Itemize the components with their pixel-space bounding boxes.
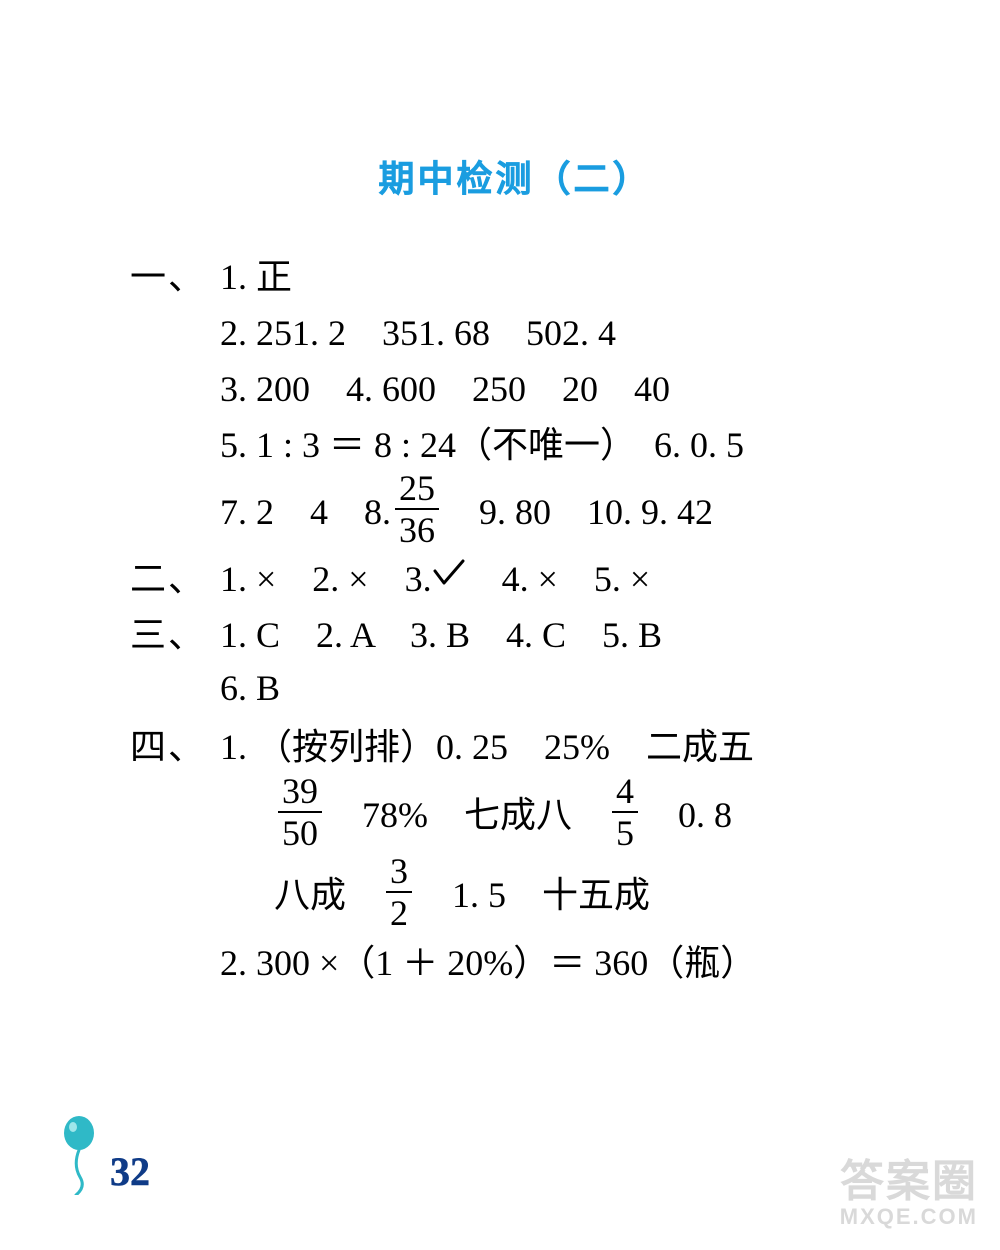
watermark-url: MXQE.COM [840, 1205, 978, 1228]
answer-text: 八成 [274, 866, 382, 918]
answer-text: 6. B [220, 667, 280, 709]
answer-line: 5. 1 : 3 ＝ 8 : 24（不唯一） 6. 0. 5 [130, 414, 900, 470]
answer-line: 三、 1. C 2. A 3. B 4. C 5. B [130, 604, 900, 660]
answer-line: 2. 300 ×（1 ＋ 20%）＝ 360（瓶） [130, 932, 900, 988]
answer-line: 四、 1. （按列排）0. 25 25% 二成五 [130, 716, 900, 772]
page-number: 32 [110, 1148, 150, 1195]
check-icon [432, 555, 466, 597]
fraction: 3 2 [386, 853, 412, 931]
fraction: 25 36 [395, 470, 439, 548]
fraction-numerator: 3 [386, 853, 412, 891]
fraction: 39 50 [278, 773, 322, 851]
answer-text: 1. 正 [220, 248, 292, 300]
answer-line: 6. B [130, 660, 900, 716]
answer-text: 9. 80 10. 9. 42 [443, 483, 713, 535]
section-label-three: 三、 [130, 606, 220, 658]
balloon-icon [58, 1115, 100, 1195]
answer-text: 1. × 2. × 3. [220, 550, 432, 602]
answer-text: 1. C 2. A 3. B 4. C 5. B [220, 606, 662, 658]
answer-text: 3. 200 4. 600 250 20 40 [220, 360, 670, 412]
fraction-denominator: 2 [386, 891, 412, 931]
answer-text: 1. （按列排）0. 25 25% 二成五 [220, 718, 754, 770]
answer-text: 2. 300 ×（1 ＋ 20%）＝ 360（瓶） [220, 934, 756, 986]
watermark-text: 答案圈 [840, 1159, 978, 1205]
answer-text: 0. 8 [642, 786, 732, 838]
answer-text: 2. 251. 2 351. 68 502. 4 [220, 304, 616, 356]
section-label-four: 四、 [130, 718, 220, 770]
fraction-denominator: 50 [278, 811, 322, 851]
fraction-denominator: 36 [395, 508, 439, 548]
answer-line: 39 50 78% 七成八 4 5 0. 8 [130, 772, 900, 852]
answer-text: 1. 5 十五成 [416, 866, 650, 918]
fraction-numerator: 4 [612, 773, 638, 811]
page-title: 期中检测（二） [130, 150, 900, 202]
answer-line: 一、 1. 正 [130, 246, 900, 302]
fraction: 4 5 [612, 773, 638, 851]
answer-line: 八成 3 2 1. 5 十五成 [130, 852, 900, 932]
answer-text: 5. 1 : 3 ＝ 8 : 24（不唯一） 6. 0. 5 [220, 416, 744, 468]
answer-line: 二、 1. × 2. × 3. 4. × 5. × [130, 548, 900, 604]
fraction-numerator: 25 [395, 470, 439, 508]
section-label-one: 一、 [130, 248, 220, 300]
answer-text: 4. × 5. × [466, 550, 651, 602]
answer-text: 78% 七成八 [326, 786, 608, 838]
fraction-numerator: 39 [278, 773, 322, 811]
answer-content: 一、 1. 正 2. 251. 2 351. 68 502. 4 3. 200 … [130, 246, 900, 988]
page: 期中检测（二） 一、 1. 正 2. 251. 2 351. 68 502. 4… [0, 0, 1000, 1250]
page-marker: 32 [58, 1115, 150, 1195]
watermark: 答案圈 MXQE.COM [840, 1159, 978, 1228]
answer-line: 3. 200 4. 600 250 20 40 [130, 358, 900, 414]
section-label-two: 二、 [130, 550, 220, 602]
answer-line: 2. 251. 2 351. 68 502. 4 [130, 302, 900, 358]
fraction-denominator: 5 [612, 811, 638, 851]
answer-line: 7. 2 4 8. 25 36 9. 80 10. 9. 42 [130, 470, 900, 548]
answer-text: 7. 2 4 8. [220, 483, 391, 535]
